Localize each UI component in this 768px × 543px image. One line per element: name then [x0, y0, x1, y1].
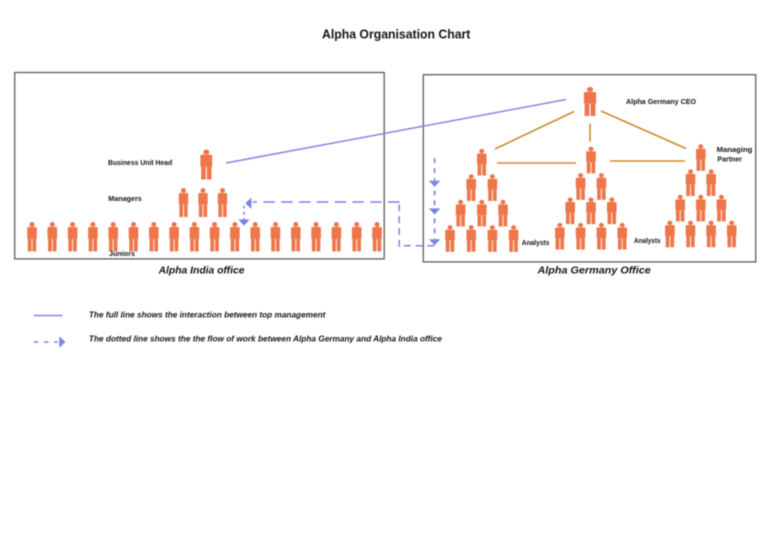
- svg-text:Business Unit Head: Business Unit Head: [108, 158, 173, 167]
- svg-text:Alpha India office: Alpha India office: [158, 265, 245, 277]
- svg-text:The dotted line shows the the: The dotted line shows the the flow of wo…: [89, 335, 443, 344]
- svg-text:The full line shows the intera: The full line shows the interaction betw…: [89, 310, 326, 319]
- svg-text:Analysts: Analysts: [634, 236, 661, 245]
- svg-text:Partner: Partner: [717, 155, 742, 164]
- svg-text:Analysts: Analysts: [522, 238, 550, 247]
- svg-text:Managing: Managing: [717, 145, 753, 154]
- svg-text:Managers: Managers: [108, 194, 142, 203]
- svg-text:Juniors: Juniors: [109, 249, 135, 258]
- svg-text:Alpha Organisation Chart: Alpha Organisation Chart: [322, 27, 471, 42]
- svg-text:Alpha Germany CEO: Alpha Germany CEO: [626, 97, 696, 106]
- svg-text:Alpha Germany Office: Alpha Germany Office: [536, 265, 650, 277]
